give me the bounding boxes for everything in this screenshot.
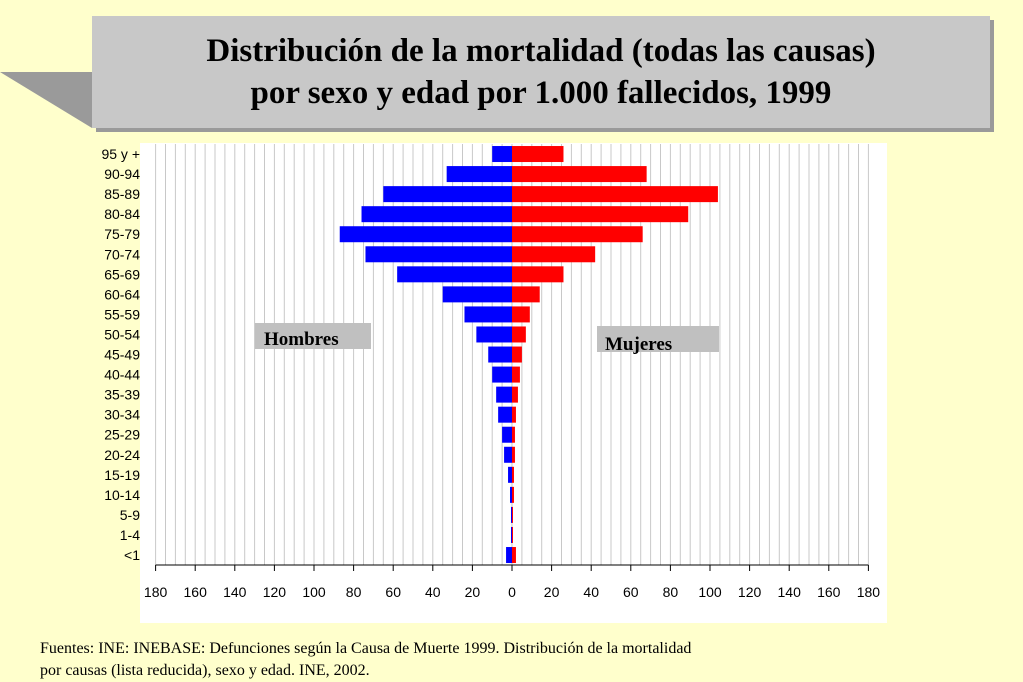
y-tick-label: 10-14	[104, 487, 140, 503]
bar-mujeres	[512, 226, 643, 243]
bar-hombres	[361, 206, 512, 223]
bar-hombres	[511, 526, 512, 543]
bar-mujeres	[512, 306, 530, 323]
legend-mujeres: Mujeres	[597, 326, 719, 355]
y-tick-label: 45-49	[104, 347, 140, 363]
bar-mujeres	[512, 346, 522, 363]
bar-hombres	[510, 486, 512, 503]
y-tick-label: 75-79	[104, 226, 140, 242]
source-line-1: Fuentes: INE: INEBASE: Defunciones según…	[40, 640, 692, 657]
bar-hombres	[397, 266, 512, 283]
source-line-2: por causas (lista reducida), sexo y edad…	[40, 662, 370, 679]
x-tick-label: 40	[425, 584, 441, 600]
bar-mujeres	[512, 426, 515, 443]
y-tick-label: 95 y +	[101, 146, 140, 162]
x-tick-label: 100	[302, 584, 326, 600]
bar-mujeres	[512, 466, 514, 483]
bar-mujeres	[512, 547, 516, 564]
bar-mujeres	[512, 486, 514, 503]
legend-hombres-label: Hombres	[264, 329, 339, 350]
y-tick-label: 80-84	[104, 206, 140, 222]
bar-hombres	[476, 326, 512, 343]
bar-mujeres	[512, 326, 526, 343]
x-tick-label: 80	[346, 584, 362, 600]
bar-hombres	[464, 306, 512, 323]
y-tick-label: 90-94	[104, 166, 140, 182]
y-tick-label: 1-4	[120, 527, 140, 543]
x-tick-label: 80	[663, 584, 679, 600]
x-tick-label: 0	[508, 584, 516, 600]
title-line-2: por sexo y edad por 1.000 fallecidos, 19…	[250, 75, 832, 111]
bar-hombres	[492, 366, 512, 383]
bar-mujeres	[512, 166, 647, 183]
x-tick-label: 40	[583, 584, 599, 600]
bar-hombres	[442, 286, 512, 303]
y-tick-label: 40-44	[104, 367, 140, 383]
bar-mujeres	[512, 286, 540, 303]
y-tick-label: 70-74	[104, 246, 140, 262]
y-tick-label: 85-89	[104, 186, 140, 202]
bar-hombres	[511, 506, 512, 523]
x-tick-label: 160	[817, 584, 841, 600]
bar-hombres	[498, 406, 512, 423]
bar-hombres	[502, 426, 512, 443]
legend-mujeres-label: Mujeres	[605, 334, 673, 355]
bar-mujeres	[512, 266, 564, 283]
bar-hombres	[492, 146, 512, 163]
bar-mujeres	[512, 406, 516, 423]
y-tick-label: 15-19	[104, 467, 140, 483]
title-shadow-decoration	[0, 72, 92, 128]
y-tick-label: 65-69	[104, 266, 140, 282]
x-tick-label: 20	[544, 584, 560, 600]
x-tick-label: 120	[738, 584, 762, 600]
bar-hombres	[508, 466, 512, 483]
bar-hombres	[506, 547, 512, 564]
y-tick-label: 50-54	[104, 326, 140, 342]
bar-mujeres	[512, 366, 520, 383]
title-line-1: Distribución de la mortalidad (todas las…	[206, 33, 876, 69]
x-tick-label: 180	[144, 584, 168, 600]
bar-mujeres	[512, 446, 515, 463]
x-tick-label: 60	[385, 584, 401, 600]
x-tick-label: 140	[223, 584, 247, 600]
y-tick-label: 60-64	[104, 286, 140, 302]
x-tick-label: 60	[623, 584, 639, 600]
y-tick-label: 20-24	[104, 447, 140, 463]
x-tick-label: 20	[465, 584, 481, 600]
bar-mujeres	[512, 386, 518, 403]
y-tick-label: 30-34	[104, 407, 140, 423]
bar-hombres	[365, 246, 512, 263]
x-tick-label: 160	[184, 584, 208, 600]
bar-hombres	[383, 186, 512, 203]
bar-mujeres	[512, 246, 596, 263]
bar-hombres	[496, 386, 512, 403]
bar-mujeres	[512, 186, 718, 203]
y-tick-label: <1	[124, 547, 140, 563]
title-box: Distribución de la mortalidad (todas las…	[92, 16, 990, 128]
bar-hombres	[488, 346, 512, 363]
bar-mujeres	[512, 526, 513, 543]
x-tick-label: 120	[263, 584, 287, 600]
y-tick-label: 35-39	[104, 387, 140, 403]
bar-mujeres	[512, 146, 564, 163]
x-tick-label: 180	[857, 584, 881, 600]
x-tick-label: 140	[778, 584, 802, 600]
y-tick-label: 55-59	[104, 306, 140, 322]
bar-hombres	[504, 446, 512, 463]
bar-hombres	[446, 166, 512, 183]
y-tick-label: 25-29	[104, 427, 140, 443]
x-tick-label: 100	[698, 584, 722, 600]
legend-hombres: Hombres	[255, 323, 371, 350]
bar-mujeres	[512, 206, 689, 223]
source-note: Fuentes: INE: INEBASE: Defunciones según…	[40, 638, 940, 682]
bar-hombres	[339, 226, 512, 243]
y-tick-label: 5-9	[120, 507, 140, 523]
bar-mujeres	[512, 506, 513, 523]
